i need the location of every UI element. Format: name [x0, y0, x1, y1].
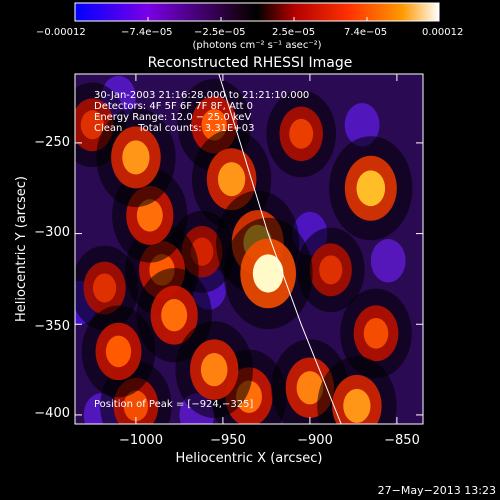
colorbar-tick-label: 7.4e−05	[344, 27, 387, 38]
y-tick-label: −300	[34, 225, 70, 240]
y-axis-ticks	[75, 142, 423, 416]
y-tick-label: −400	[34, 406, 70, 421]
heatmap-cold-spot	[344, 103, 380, 147]
footer-timestamp: 27−May−2013 13:23	[378, 484, 496, 497]
heatmap-core	[136, 199, 163, 232]
x-axis-label: Heliocentric X (arcsec)	[176, 451, 323, 466]
colorbar-units: (photons cm⁻² s⁻¹ asec⁻²)	[192, 40, 321, 51]
x-tick-label: −850	[384, 433, 420, 448]
colorbar-tick-label: −0.00012	[36, 27, 86, 38]
colorbar-tick-label: −7.4e−05	[121, 27, 173, 38]
y-tick-label: −350	[34, 319, 70, 334]
colorbar-tick-label: 2.5e−05	[272, 27, 315, 38]
heatmap-core	[289, 118, 314, 149]
heatmap-core	[343, 388, 371, 423]
heatmap-core	[296, 371, 324, 405]
heatmap-core	[92, 273, 117, 303]
heatmap-core	[200, 352, 228, 387]
x-axis-ticks	[135, 74, 398, 424]
heatmap-core	[161, 298, 188, 332]
heatmap-core	[363, 317, 389, 349]
x-tick-label: −1000	[119, 433, 163, 448]
heatmap-core	[217, 162, 246, 197]
colorbar-tick-label: 0.00012	[422, 27, 463, 38]
colorbar	[74, 2, 440, 22]
colorbar-ticks	[74, 17, 440, 21]
heatmap-core	[105, 335, 132, 368]
heatmap-core	[80, 110, 105, 140]
y-axis-label: Heliocentric Y (arcsec)	[14, 176, 29, 322]
plot-frame	[74, 73, 424, 425]
info-block: 30-Jan-2003 21:16:28.000 to 21:21:10.000…	[94, 90, 309, 134]
chart-title: Reconstructed RHESSI Image	[148, 55, 353, 71]
info-line-energy: Energy Range: 12.0 − 25.0 keV	[94, 112, 251, 123]
heatmap-core	[122, 140, 150, 175]
info-line-detectors: Detectors: 4F 5F 6F 7F 8F, Att 0	[94, 101, 253, 112]
y-tick-label: −250	[34, 135, 70, 150]
heatmap-core	[319, 255, 343, 285]
info-line-counts: Clean Total counts: 3.31E+03	[94, 123, 254, 134]
peak-position-label: Position of Peak = [−924,−325]	[94, 399, 253, 410]
heatmap-cold-spot	[370, 239, 406, 283]
heatmap-core	[252, 254, 284, 293]
x-tick-label: −950	[210, 433, 246, 448]
colorbar-tick-label: −2.5e−05	[194, 27, 246, 38]
heatmap-core	[356, 170, 386, 207]
x-tick-label: −900	[297, 433, 333, 448]
solar-limb-curve	[218, 74, 342, 424]
heatmap-core	[123, 390, 149, 422]
info-line-time: 30-Jan-2003 21:16:28.000 to 21:21:10.000	[94, 90, 309, 101]
heatmap-layer	[75, 75, 413, 424]
